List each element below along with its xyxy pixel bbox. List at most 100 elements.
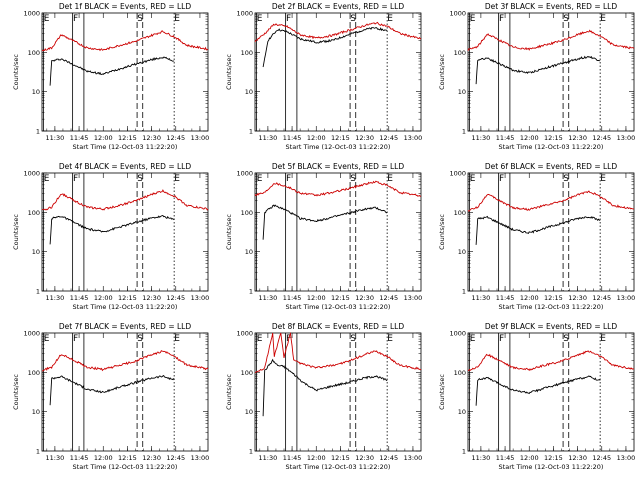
marker-label: E (174, 14, 180, 24)
marker-label: E (44, 14, 50, 24)
x-tick-label: 12:30 (568, 294, 587, 302)
marker-label: S (350, 14, 356, 24)
x-tick-label: 13:00 (404, 294, 423, 302)
x-tick-label: 12:15 (544, 134, 563, 142)
y-tick-label: 10 (245, 88, 253, 96)
plot-frame (254, 332, 422, 452)
marker-label: E (257, 14, 263, 24)
x-tick-label: 12:00 (94, 294, 113, 302)
x-tick-label: 11:45 (70, 294, 89, 302)
series-line-lld (467, 190, 635, 212)
plot-frame (254, 12, 422, 132)
panel-det-3: Det 3f BLACK = Events, RED = LLD 1 10 100 10… (438, 2, 635, 151)
y-tick-label: 1 (249, 448, 253, 456)
x-axis-label: Start Time (12-Oct-03 11:22:20) (73, 463, 178, 471)
x-tick-label: 11:30 (259, 454, 278, 462)
series-line-events (475, 215, 601, 245)
panel-title: Det 5f BLACK = Events, RED = LLD (272, 162, 405, 171)
marker-label: F (73, 174, 78, 184)
x-tick-label: 11:45 (283, 294, 302, 302)
x-tick-label: 13:00 (617, 294, 636, 302)
series-line-lld (254, 21, 422, 43)
y-tick-label: 1 (462, 288, 466, 296)
x-tick-label: 12:30 (142, 294, 161, 302)
x-tick-label: 12:15 (331, 134, 350, 142)
x-tick-label: 12:00 (307, 454, 326, 462)
marker-label: E (470, 334, 476, 344)
x-axis-label: Start Time (12-Oct-03 11:22:20) (286, 463, 391, 471)
x-tick-label: 12:15 (544, 454, 563, 462)
y-tick-label: 1000 (236, 10, 253, 18)
y-tick-label: 1 (462, 128, 466, 136)
marker-label: F (499, 14, 504, 24)
y-axis-label: Counts/sec (438, 374, 446, 410)
series-line-events (262, 204, 388, 240)
panel-title: Det 1f BLACK = Events, RED = LLD (59, 2, 192, 11)
x-tick-label: 12:30 (568, 454, 587, 462)
series-line-events (49, 375, 175, 406)
y-tick-label: 10 (458, 408, 466, 416)
y-tick-label: 1 (36, 128, 40, 136)
x-tick-label: 11:30 (259, 134, 278, 142)
x-tick-label: 11:45 (496, 454, 515, 462)
series-line-lld (254, 331, 422, 374)
x-tick-label: 11:30 (46, 294, 65, 302)
x-tick-label: 11:30 (46, 454, 65, 462)
x-tick-label: 12:00 (307, 294, 326, 302)
marker-label: E (257, 174, 263, 184)
x-tick-label: 12:00 (520, 454, 539, 462)
marker-label: S (563, 14, 569, 24)
x-tick-label: 13:00 (191, 294, 210, 302)
x-tick-label: 13:00 (191, 134, 210, 142)
x-tick-label: 11:30 (46, 134, 65, 142)
x-axis-label: Start Time (12-Oct-03 11:22:20) (286, 303, 391, 311)
series-line-lld (254, 180, 422, 197)
y-tick-label: 1000 (23, 330, 40, 338)
series-line-lld (467, 350, 634, 372)
marker-label: F (286, 174, 291, 184)
panel-title: Det 4f BLACK = Events, RED = LLD (59, 162, 192, 171)
x-tick-label: 12:30 (355, 454, 374, 462)
y-axis-label: Counts/sec (438, 54, 446, 90)
plot-frame (41, 332, 209, 452)
marker-label: S (137, 14, 143, 24)
x-tick-label: 12:00 (307, 134, 326, 142)
x-tick-label: 11:45 (283, 454, 302, 462)
y-tick-label: 10 (245, 408, 253, 416)
marker-label: S (137, 174, 143, 184)
marker-label: E (174, 334, 180, 344)
x-tick-label: 12:15 (118, 134, 137, 142)
y-tick-label: 100 (454, 49, 466, 57)
x-tick-label: 11:30 (472, 134, 491, 142)
y-axis-label: Counts/sec (225, 214, 233, 250)
y-tick-label: 1000 (449, 10, 466, 18)
panel-title: Det 6f BLACK = Events, RED = LLD (485, 162, 618, 171)
x-tick-label: 12:45 (592, 454, 611, 462)
x-tick-label: 11:45 (70, 454, 89, 462)
plot-frame (467, 332, 635, 452)
plot-frame (41, 172, 209, 292)
y-tick-label: 100 (28, 209, 40, 217)
marker-label: E (387, 14, 393, 24)
x-tick-label: 11:45 (283, 134, 302, 142)
x-tick-label: 12:45 (592, 134, 611, 142)
marker-label: E (600, 14, 606, 24)
marker-label: S (563, 174, 569, 184)
x-axis-label: Start Time (12-Oct-03 11:22:20) (499, 143, 604, 151)
x-tick-label: 12:45 (166, 454, 185, 462)
y-axis-label: Counts/sec (225, 374, 233, 410)
x-tick-label: 11:45 (496, 294, 515, 302)
x-tick-label: 12:30 (355, 134, 374, 142)
y-tick-label: 1000 (236, 170, 253, 178)
series-line-lld (41, 350, 209, 372)
marker-label: E (470, 174, 476, 184)
series-line-events (475, 375, 601, 406)
plot-frame (467, 172, 635, 292)
panel-title: Det 9f BLACK = Events, RED = LLD (485, 322, 618, 331)
y-tick-label: 1 (462, 448, 466, 456)
marker-label: F (499, 174, 504, 184)
marker-label: F (73, 14, 78, 24)
x-tick-label: 11:30 (472, 294, 491, 302)
panel-det-2: Det 2f BLACK = Events, RED = LLD 1 10 100 10… (225, 2, 422, 151)
